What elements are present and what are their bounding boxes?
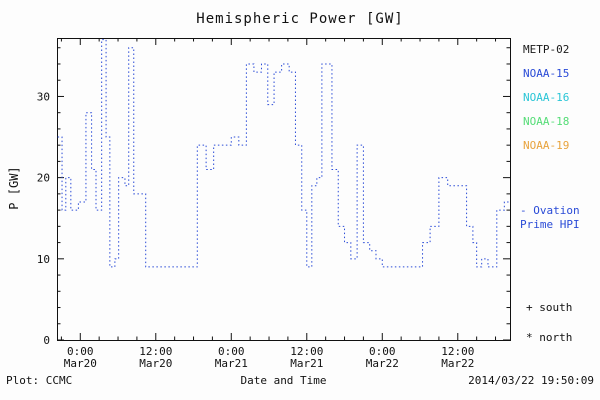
legend-item-noaa15: NOAA-15 — [523, 67, 570, 80]
svg-text:0: 0 — [43, 334, 50, 347]
satellite-legend: METP-02 NOAA-15 NOAA-16 NOAA-18 NOAA-19 — [523, 43, 569, 152]
svg-text:12:00: 12:00 — [441, 345, 474, 358]
x-axis-title: Date and Time — [240, 374, 327, 387]
chart-title: Hemispheric Power [GW] — [196, 11, 404, 27]
svg-text:Mar22: Mar22 — [366, 357, 399, 370]
legend-item-noaa16: NOAA-16 — [523, 91, 570, 104]
ovation-line1: - Ovation — [520, 204, 580, 217]
svg-text:30: 30 — [37, 90, 50, 103]
legend-item-metp02: METP-02 — [523, 43, 570, 56]
plot-source: Plot: CCMC — [6, 374, 73, 387]
ovation-line2: Prime HPI — [520, 218, 580, 231]
y-axis-label: P [GW] — [7, 166, 21, 210]
svg-text:10: 10 — [37, 253, 50, 266]
north-marker-label: * north — [526, 331, 573, 344]
timestamp: 2014/03/22 19:50:09 — [468, 374, 594, 387]
svg-text:Mar21: Mar21 — [290, 357, 323, 370]
svg-text:12:00: 12:00 — [290, 345, 323, 358]
ovation-prime-label: - Ovation Prime HPI — [520, 204, 580, 232]
svg-text:0:00: 0:00 — [218, 345, 245, 358]
svg-text:Mar21: Mar21 — [215, 357, 248, 370]
svg-text:Mar20: Mar20 — [139, 357, 172, 370]
svg-text:Mar20: Mar20 — [64, 357, 97, 370]
svg-text:12:00: 12:00 — [139, 345, 172, 358]
legend-item-noaa18: NOAA-18 — [523, 115, 570, 128]
svg-text:20: 20 — [37, 172, 50, 185]
svg-text:0:00: 0:00 — [369, 345, 396, 358]
svg-text:0:00: 0:00 — [67, 345, 94, 358]
svg-text:Mar22: Mar22 — [441, 357, 474, 370]
legend-item-noaa19: NOAA-19 — [523, 139, 570, 152]
south-marker-label: + south — [526, 301, 573, 314]
